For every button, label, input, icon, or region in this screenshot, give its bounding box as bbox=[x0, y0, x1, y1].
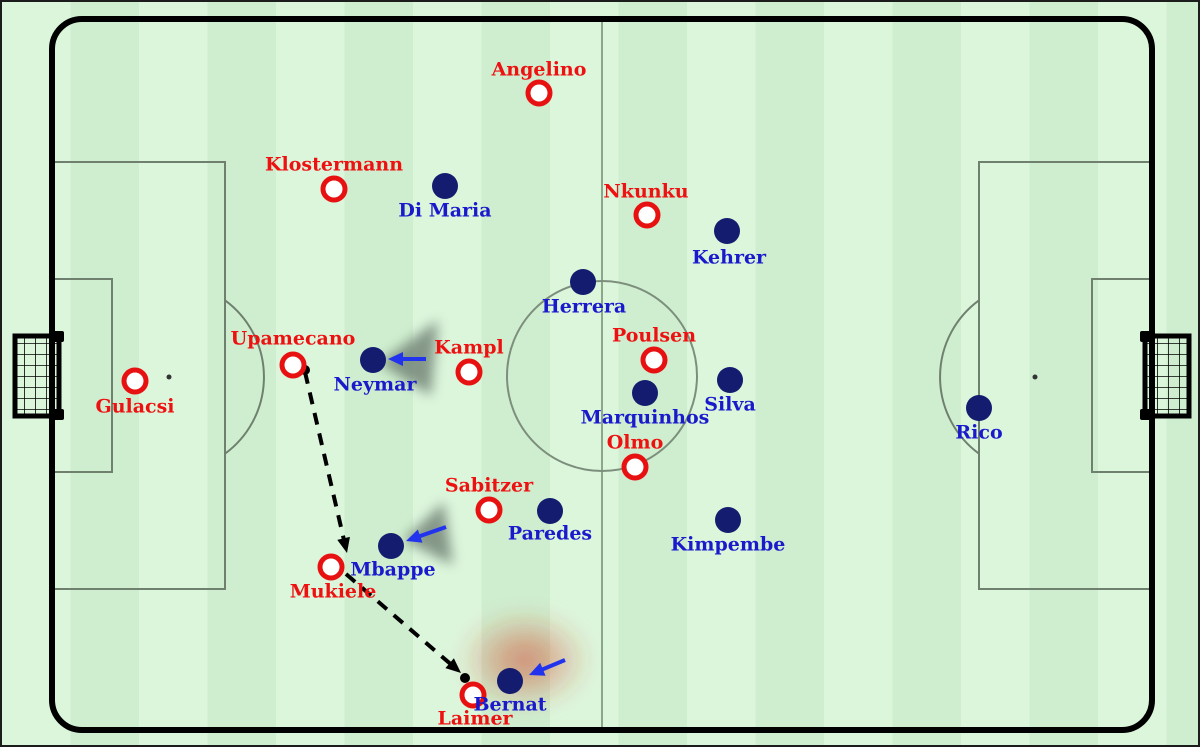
player-label-olmo: Olmo bbox=[606, 431, 664, 454]
player-marker-kimpembe[interactable] bbox=[715, 507, 741, 533]
pass-arrowhead bbox=[445, 658, 461, 673]
movement-arrowhead bbox=[406, 529, 423, 543]
player-label-herrera: Herrera bbox=[541, 295, 627, 318]
player-marker-olmo[interactable] bbox=[621, 453, 649, 481]
player-label-silva: Silva bbox=[704, 393, 756, 416]
player-label-kimpembe: Kimpembe bbox=[670, 533, 786, 556]
left-goal bbox=[12, 331, 64, 420]
player-marker-sabitzer[interactable] bbox=[475, 496, 503, 524]
player-label-mukiele: Mukiele bbox=[289, 580, 377, 603]
player-label-paredes: Paredes bbox=[507, 522, 593, 545]
player-marker-klostermann[interactable] bbox=[320, 175, 348, 203]
player-label-kampl: Kampl bbox=[434, 336, 504, 359]
player-label-rico: Rico bbox=[955, 421, 1003, 444]
player-marker-silva[interactable] bbox=[717, 367, 743, 393]
pass-arrow bbox=[344, 572, 455, 668]
player-marker-upamecano[interactable] bbox=[279, 351, 307, 379]
player-label-bernat: Bernat bbox=[473, 693, 547, 716]
player-label-sabitzer: Sabitzer bbox=[444, 474, 534, 497]
player-marker-laimer[interactable] bbox=[459, 681, 487, 709]
pass-arrow bbox=[303, 371, 347, 544]
player-marker-poulsen[interactable] bbox=[640, 346, 668, 374]
player-label-marquinhos: Marquinhos bbox=[580, 406, 710, 429]
player-marker-herrera[interactable] bbox=[570, 269, 596, 295]
player-marker-kehrer[interactable] bbox=[714, 218, 740, 244]
player-label-di-maria: Di Maria bbox=[398, 199, 492, 222]
player-label-upamecano: Upamecano bbox=[230, 327, 356, 350]
left-penalty-arc bbox=[224, 299, 265, 455]
centre-circle bbox=[506, 280, 698, 472]
left-penalty-spot bbox=[166, 374, 172, 380]
movement-arrowhead bbox=[529, 662, 546, 676]
right-goal bbox=[1140, 331, 1192, 420]
player-marker-paredes[interactable] bbox=[537, 498, 563, 524]
player-label-gulacsi: Gulacsi bbox=[95, 395, 175, 418]
player-marker-marquinhos[interactable] bbox=[632, 380, 658, 406]
player-marker-di-maria[interactable] bbox=[432, 173, 458, 199]
player-label-laimer: Laimer bbox=[437, 707, 513, 730]
pressure-zone bbox=[457, 608, 593, 712]
player-marker-rico[interactable] bbox=[966, 395, 992, 421]
player-label-mbappe: Mbappe bbox=[350, 558, 436, 581]
player-marker-angelino[interactable] bbox=[525, 79, 553, 107]
player-label-kehrer: Kehrer bbox=[691, 246, 767, 269]
player-marker-neymar[interactable] bbox=[360, 347, 386, 373]
player-marker-mbappe[interactable] bbox=[378, 533, 404, 559]
player-label-nkunku: Nkunku bbox=[603, 180, 689, 203]
player-marker-bernat[interactable] bbox=[497, 668, 523, 694]
movement-arrowhead bbox=[388, 352, 403, 366]
right-penalty-spot bbox=[1032, 374, 1038, 380]
player-label-poulsen: Poulsen bbox=[611, 324, 697, 347]
pass-arrowhead bbox=[337, 536, 350, 553]
player-marker-kampl[interactable] bbox=[455, 358, 483, 386]
player-label-klostermann: Klostermann bbox=[264, 153, 404, 176]
player-marker-nkunku[interactable] bbox=[633, 201, 661, 229]
right-penalty-arc bbox=[939, 299, 980, 455]
player-marker-mukiele[interactable] bbox=[317, 553, 345, 581]
player-marker-gulacsi[interactable] bbox=[121, 367, 149, 395]
player-label-neymar: Neymar bbox=[333, 373, 417, 396]
player-label-angelino: Angelino bbox=[491, 58, 587, 81]
ball-dot bbox=[460, 673, 470, 683]
